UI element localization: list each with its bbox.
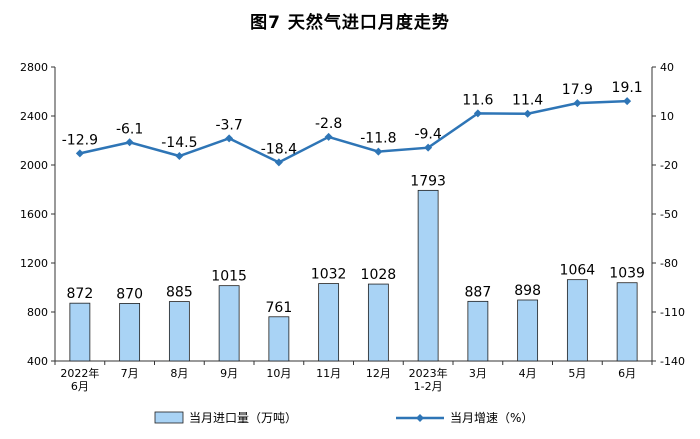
y-left-tick-label: 2400 (20, 110, 48, 123)
x-tick-label: 4月 (519, 367, 537, 380)
legend-line-label: 当月增速（%） (450, 411, 533, 425)
line-data-label: -6.1 (116, 121, 143, 137)
bar-data-label: 1064 (560, 263, 596, 279)
x-tick-label: 7月 (121, 367, 139, 380)
legend-bar-swatch (154, 411, 184, 424)
line-point (75, 149, 84, 158)
bar-data-label: 1039 (609, 266, 645, 282)
y-left-tick-label: 1600 (20, 208, 48, 221)
y-left-tick-label: 2000 (20, 159, 48, 172)
y-right-tick-label: -80 (660, 257, 678, 270)
line-data-label: -9.4 (414, 127, 441, 143)
line-data-label: -12.9 (62, 132, 98, 148)
line-data-label: 11.4 (512, 93, 543, 109)
x-tick-label: 8月 (170, 367, 188, 380)
x-tick-label: 3月 (469, 367, 487, 380)
line-point (175, 152, 184, 161)
x-tick-label: 2022年 6月 (60, 366, 99, 393)
y-right-tick-label: -140 (660, 355, 685, 368)
bar-data-label: 1015 (211, 269, 247, 285)
bar-data-label: 1028 (361, 267, 397, 283)
bar-data-label: 898 (514, 283, 541, 299)
x-tick-label: 2023年 1-2月 (409, 366, 448, 393)
line-data-label: 17.9 (562, 82, 593, 98)
line-data-label: 19.1 (612, 80, 643, 96)
x-tick-label: 5月 (568, 367, 586, 380)
line-data-label: -2.8 (315, 116, 342, 132)
line-point (274, 158, 283, 167)
x-tick-label: 11月 (316, 367, 341, 380)
y-left-tick-label: 1200 (20, 257, 48, 270)
bar-data-label: 872 (67, 286, 94, 302)
growth-line (79, 99, 628, 164)
y-left-tick-label: 800 (27, 306, 48, 319)
bar (268, 316, 290, 362)
bar (168, 301, 190, 362)
y-left-tick-label: 400 (27, 355, 48, 368)
chart-title: 图7 天然气进口月度走势 (250, 13, 450, 33)
line-point (225, 134, 234, 143)
bar-data-label: 887 (465, 284, 492, 300)
bar (616, 282, 638, 362)
legend-bar-label: 当月进口量（万吨） (189, 411, 297, 425)
line-point (125, 138, 134, 147)
bar (367, 283, 389, 362)
bar-data-label: 885 (166, 285, 193, 301)
line-point (523, 109, 532, 118)
line-point (324, 132, 333, 141)
y-right-tick-label: -50 (660, 208, 678, 221)
bar (119, 303, 141, 362)
bar-data-label: 870 (116, 286, 143, 302)
bar (517, 299, 539, 362)
bar-data-label: 1793 (410, 173, 446, 189)
y-right-tick-label: -20 (660, 159, 678, 172)
line-data-label: -3.7 (215, 117, 242, 133)
bar-data-label: 761 (266, 300, 293, 316)
x-tick-label: 10月 (266, 367, 291, 380)
line-point (374, 147, 383, 156)
bar (417, 189, 439, 362)
bar (566, 279, 588, 362)
line-data-label: -14.5 (161, 135, 197, 151)
line-point (424, 143, 433, 152)
line-point (573, 99, 582, 108)
legend-line-marker (416, 414, 424, 422)
y-right-tick-label: 40 (660, 61, 674, 74)
x-tick-label: 12月 (366, 367, 391, 380)
line-point (623, 97, 632, 106)
line-point (473, 109, 482, 118)
bar (318, 283, 340, 362)
y-right-tick-label: 10 (660, 110, 674, 123)
bar-data-label: 1032 (311, 267, 347, 283)
bar (218, 285, 240, 362)
y-right-tick-label: -110 (660, 306, 685, 319)
bar (467, 300, 489, 362)
x-tick-label: 9月 (220, 367, 238, 380)
y-left-tick-label: 2800 (20, 61, 48, 74)
x-tick-label: 6月 (618, 367, 636, 380)
line-data-label: -18.4 (261, 141, 297, 157)
line-data-label: -11.8 (360, 131, 396, 147)
bar (69, 302, 91, 362)
line-data-label: 11.6 (462, 92, 493, 108)
